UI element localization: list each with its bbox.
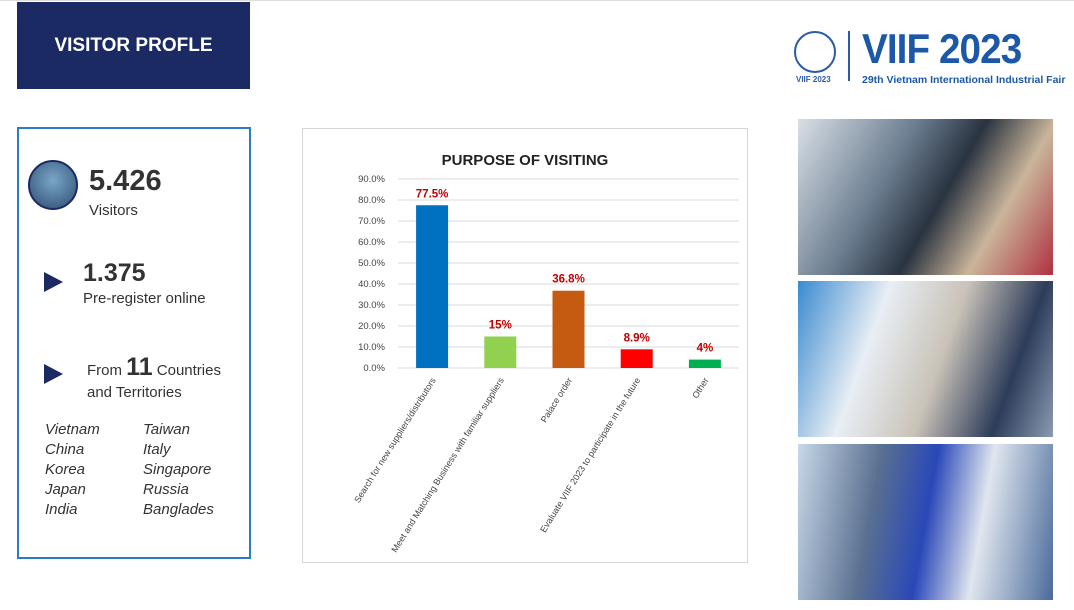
countries-count: 11	[126, 353, 153, 381]
country: Japan	[45, 481, 86, 498]
purpose-chart: PURPOSE OF VISITING 0.0% 10.0% 20.0% 30.0% 4…	[302, 128, 748, 563]
y-tick-label: 10.0%	[358, 342, 385, 353]
logo-subtitle: 29th Vietnam International Industrial Fa…	[862, 74, 1066, 86]
y-tick-label: 60.0%	[358, 237, 385, 248]
countries-prefix: From	[87, 362, 122, 379]
country: Korea	[45, 461, 86, 478]
countries-suffix: Countries	[156, 362, 221, 379]
emblem-text: VIIF 2023	[796, 75, 831, 84]
exhibition-booth-photo	[798, 119, 1053, 275]
country: Banglades	[143, 501, 214, 518]
arrow-right-icon	[44, 272, 63, 292]
country: Vietnam	[45, 421, 100, 438]
data-label: 36.8%	[552, 274, 585, 286]
exhibition-visitors-photo	[798, 281, 1053, 437]
country: India	[45, 501, 78, 518]
y-tick-label: 0.0%	[363, 363, 385, 374]
business-meeting-photo	[798, 444, 1053, 600]
country: China	[45, 441, 85, 458]
country: Russia	[143, 481, 189, 498]
visitors-count: 5.426	[89, 165, 162, 197]
y-tick-label: 70.0%	[358, 216, 385, 227]
data-label: 4%	[697, 343, 714, 355]
preregister-count: 1.375	[83, 259, 146, 287]
country: Singapore	[143, 461, 212, 478]
y-tick-label: 80.0%	[358, 195, 385, 206]
country: Italy	[143, 441, 171, 458]
stats-panel: 5.426 Visitors 1.375 Pre-register online…	[17, 127, 251, 559]
x-tick-label: Meet and Matching Business with familiar…	[389, 375, 506, 554]
bar	[416, 205, 449, 368]
data-label: 15%	[489, 320, 512, 332]
preregister-label: Pre-register online	[83, 290, 206, 307]
arrow-right-icon	[44, 364, 63, 384]
viif-logo: VIIF 2023 VIIF 2023 29th Vietnam Interna…	[794, 25, 1066, 86]
countries-suffix2: and Territories	[87, 384, 182, 401]
data-label: 77.5%	[416, 188, 449, 200]
country: Taiwan	[143, 421, 190, 438]
x-tick-label: Palace order	[539, 376, 575, 425]
y-tick-label: 20.0%	[358, 321, 385, 332]
x-tick-label: Search for new suppliers/distributors	[352, 375, 438, 504]
bar	[552, 290, 585, 368]
viif-emblem-icon	[794, 31, 836, 73]
page-title: VISITOR PROFLE	[17, 2, 250, 89]
visitors-label: Visitors	[89, 202, 138, 219]
y-tick-label: 30.0%	[358, 300, 385, 311]
data-label: 8.9%	[624, 332, 650, 344]
chart-title: PURPOSE OF VISITING	[442, 152, 609, 169]
y-tick-label: 40.0%	[358, 279, 385, 290]
x-tick-label: Other	[690, 376, 710, 400]
bar	[688, 359, 721, 368]
y-tick-label: 50.0%	[358, 258, 385, 269]
bar-chart: PURPOSE OF VISITING 0.0% 10.0% 20.0% 30.0% 4…	[352, 152, 739, 554]
country-list: Vietnam Taiwan China Italy Korea Singapo…	[45, 421, 243, 518]
visitors-group-icon	[28, 160, 78, 210]
logo-name: VIIF 2023	[862, 25, 1022, 72]
bar	[484, 336, 517, 368]
bar	[620, 349, 653, 368]
countries-line: From 11 Countries	[87, 354, 221, 384]
logo-divider	[848, 31, 850, 81]
y-tick-label: 90.0%	[358, 174, 385, 185]
